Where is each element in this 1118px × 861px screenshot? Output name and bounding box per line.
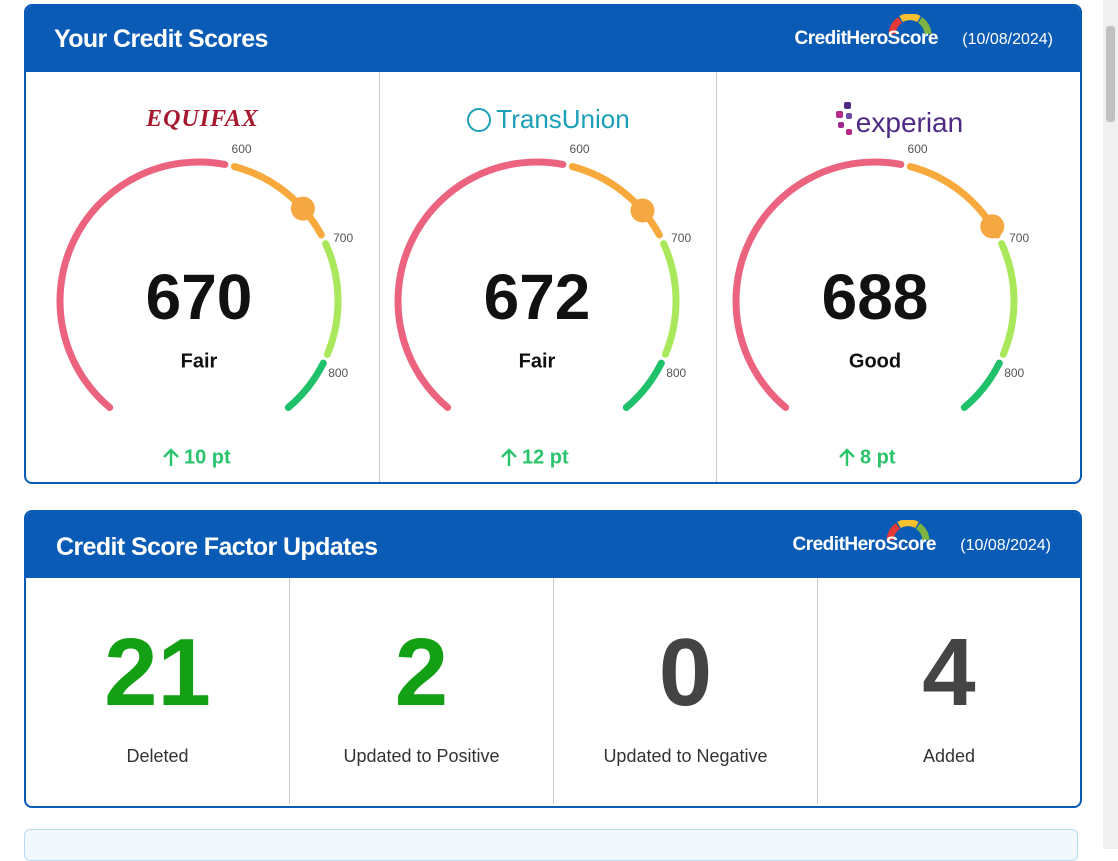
card-title: Credit Score Factor Updates (56, 533, 378, 561)
next-card (24, 829, 1078, 861)
change-value: 12 pt (522, 446, 569, 468)
bureau-panel: experian 600 700 800 688 Good 8 pt (716, 72, 1080, 482)
card-title: Your Credit Scores (54, 25, 268, 53)
brand: CreditHeroScore (794, 28, 939, 49)
score-rating: Fair (519, 350, 556, 372)
score-value: 672 (484, 261, 591, 333)
factor-label: Updated to Negative (603, 746, 768, 766)
score-marker (630, 198, 655, 223)
score-marker (290, 196, 315, 221)
gauge: 600 700 800 688 Good 8 pt (732, 142, 1029, 468)
gauge-tick-label: 700 (333, 231, 353, 245)
scrollbar (1103, 0, 1118, 849)
score-value: 670 (146, 261, 253, 333)
bureau-name: experian (855, 107, 964, 138)
scroll-thumb[interactable] (1106, 26, 1115, 122)
bureau-logo: EQUIFAX (146, 106, 259, 132)
score-value: 688 (822, 261, 929, 333)
score-change: 12 pt (501, 446, 569, 468)
date: (10/08/2024) (960, 537, 1051, 554)
bureau-panel: EQUIFAX 600 700 800 670 Fair 10 pt (26, 72, 379, 482)
gauge-segment (322, 240, 342, 358)
gauge-tick-label: 600 (232, 142, 252, 156)
gauge-segment (284, 359, 327, 411)
gauge-segment (230, 163, 325, 239)
factor-panel: 21 Deleted (26, 578, 289, 804)
change-value: 10 pt (184, 446, 231, 468)
date: (10/08/2024) (962, 31, 1053, 48)
bureau-logo: experian (717, 100, 1080, 140)
factor-label: Deleted (126, 746, 189, 766)
change-value: 8 pt (860, 446, 896, 468)
score-change: 10 pt (163, 446, 231, 468)
factor-count: 4 (922, 619, 976, 726)
bureau-panel: TransUnion 600 700 800 672 Fair 12 pt (379, 72, 716, 482)
up-arrow (501, 448, 517, 466)
brand: CreditHeroScore (792, 534, 937, 555)
gauge-segment (568, 163, 663, 239)
score-rating: Fair (181, 350, 218, 372)
gauge-tick-label: 800 (666, 366, 686, 380)
scores-card: Your Credit Scores CreditHeroScore (10/0… (24, 4, 1082, 484)
gauge-segment (660, 240, 680, 358)
factor-count: 2 (394, 619, 449, 726)
gauge-segment (732, 158, 905, 411)
gauge-segment (622, 359, 665, 411)
gauge-tick-label: 800 (328, 366, 348, 380)
factor-panel: 0 Updated to Negative (553, 578, 817, 804)
gauge: 600 700 800 670 Fair 10 pt (56, 142, 353, 468)
factor-count: 21 (104, 619, 211, 726)
brand-icon (888, 14, 932, 35)
gauge-segment (56, 158, 229, 411)
card-header: Your Credit Scores CreditHeroScore (10/0… (26, 6, 1080, 72)
gauge-tick-label: 700 (671, 231, 691, 245)
bureau-logo: TransUnion (380, 104, 716, 135)
gauge-tick-label: 700 (1009, 231, 1029, 245)
score-change: 8 pt (839, 446, 896, 468)
gauge-segment (998, 240, 1018, 358)
up-arrow (163, 448, 179, 466)
up-arrow (839, 448, 855, 466)
score-rating: Good (849, 350, 901, 372)
factor-label: Added (922, 746, 976, 766)
factor-panel: 4 Added (817, 578, 1080, 804)
gauge: 600 700 800 672 Fair 12 pt (394, 142, 691, 468)
brand-icon (886, 520, 930, 541)
gauge-tick-label: 800 (1004, 366, 1024, 380)
gauge-segment (960, 359, 1003, 411)
gauge-tick-label: 600 (908, 142, 928, 156)
score-marker (980, 214, 1005, 239)
gauge-tick-label: 600 (570, 142, 590, 156)
factors-card: Credit Score Factor Updates CreditHeroSc… (24, 510, 1082, 808)
factor-label: Updated to Positive (343, 746, 500, 766)
factor-count: 0 (658, 619, 713, 726)
bureau-name: TransUnion (496, 104, 630, 134)
card-header: Credit Score Factor Updates CreditHeroSc… (26, 512, 1080, 578)
factor-panel: 2 Updated to Positive (289, 578, 553, 804)
gauge-segment (394, 158, 567, 411)
